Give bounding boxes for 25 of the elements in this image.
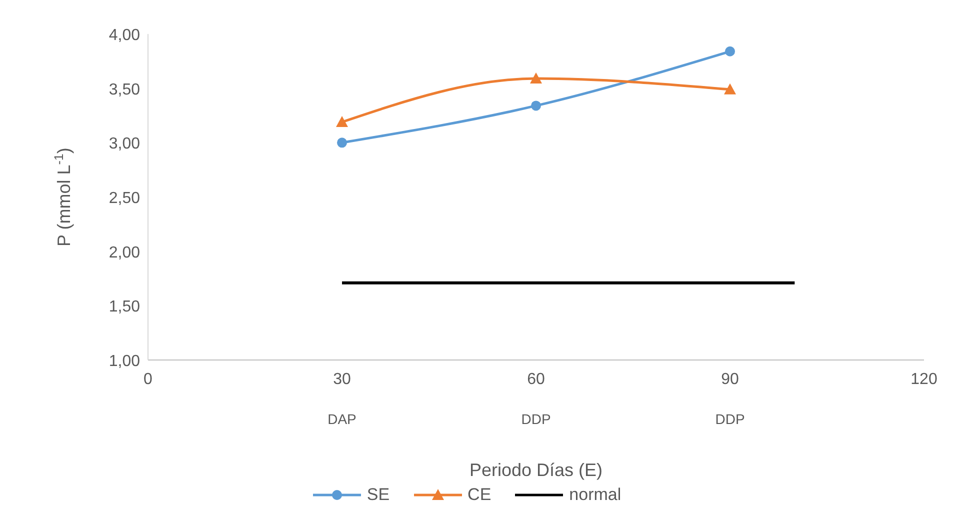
legend-label: normal: [569, 485, 622, 505]
y-tick-label: 1,50: [108, 298, 140, 316]
point: [724, 83, 736, 94]
y-tick-label: 4,00: [108, 27, 140, 44]
point: [336, 116, 348, 128]
text: DAP: [328, 411, 356, 427]
y-tick-label: 3,50: [108, 81, 140, 98]
y-tick-label: 1,00: [108, 353, 140, 370]
y-tick-label: 3,00: [108, 136, 140, 153]
x-tick-label: 60: [527, 371, 545, 388]
legend-label: CE: [468, 485, 492, 505]
x-tick-label: 90: [721, 371, 739, 388]
y-tick-label: 2,50: [108, 190, 140, 207]
text: DDP: [715, 411, 745, 427]
point: [725, 46, 735, 56]
x-axis-title: Periodo Días (E): [469, 460, 603, 480]
point: [531, 100, 541, 111]
x-tick-label: 120: [910, 371, 938, 388]
text: DDP: [521, 411, 551, 427]
x-tick-label: 0: [144, 371, 153, 388]
x-tick-label: 30: [333, 371, 351, 388]
legend-label: SE: [366, 485, 390, 505]
y-tick-label: 2,00: [108, 244, 140, 262]
point: [337, 138, 347, 148]
point: [530, 72, 542, 84]
